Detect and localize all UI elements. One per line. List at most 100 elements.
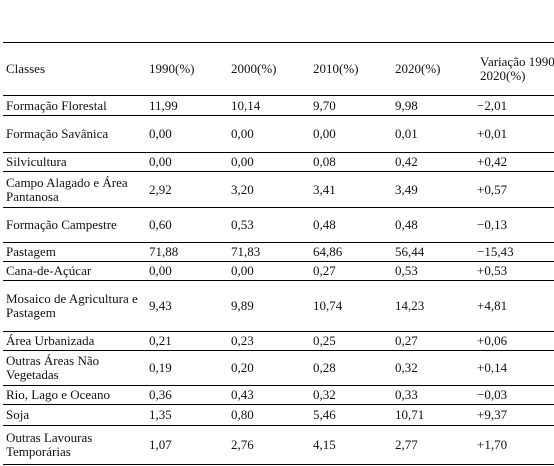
table-row: Mosaico de Agricultura e Pastagem 9,43 9,8… bbox=[3, 280, 554, 332]
cell: 9,89 bbox=[228, 280, 310, 332]
cell: 0,36 bbox=[146, 385, 228, 405]
row-label: Campo Alagado e Área Pantanosa bbox=[3, 171, 146, 208]
cell: 0,43 bbox=[228, 385, 310, 405]
cell: 0,21 bbox=[146, 331, 228, 351]
cell: 0,33 bbox=[392, 385, 474, 405]
row-label: Formação Campestre bbox=[3, 207, 146, 243]
cell: 11,99 bbox=[146, 95, 228, 116]
cell: 0,00 bbox=[228, 152, 310, 172]
cell: +0,06 bbox=[474, 331, 554, 351]
cell: 0,00 bbox=[146, 115, 228, 153]
table-row: Formação Savânica 0,00 0,00 0,00 0,01 +0,01 bbox=[3, 115, 554, 153]
cell: 10,74 bbox=[310, 280, 392, 332]
cell: 71,83 bbox=[228, 242, 310, 262]
cell: +0,57 bbox=[474, 171, 554, 208]
cell: 1,35 bbox=[146, 404, 228, 426]
cell: +1,70 bbox=[474, 425, 554, 465]
row-label: Mosaico de Agricultura e Pastagem bbox=[3, 280, 146, 332]
cell: +9,37 bbox=[474, 404, 554, 426]
table-row: Formação Campestre 0,60 0,53 0,48 0,48 −0,13 bbox=[3, 207, 554, 243]
cell: −0,13 bbox=[474, 207, 554, 243]
cell: 0,00 bbox=[228, 261, 310, 281]
cell: +0,01 bbox=[474, 115, 554, 153]
cell: 0,23 bbox=[228, 331, 310, 351]
table-row: Área Urbanizada 0,21 0,23 0,25 0,27 +0,06 bbox=[3, 331, 554, 351]
cell: 0,00 bbox=[146, 261, 228, 281]
row-label: Rio, Lago e Oceano bbox=[3, 385, 146, 405]
table-row: Outras Áreas Não Vegetadas 0,19 0,20 0,28 0,… bbox=[3, 350, 554, 386]
row-label: Classes bbox=[3, 42, 146, 96]
cell: 0,00 bbox=[310, 115, 392, 153]
cell: 0,08 bbox=[310, 152, 392, 172]
row-label: Soja bbox=[3, 404, 146, 426]
cell: 2,76 bbox=[228, 425, 310, 465]
cell: 0,28 bbox=[310, 350, 392, 386]
row-label: Silvicultura bbox=[3, 152, 146, 172]
table-row: Rio, Lago e Oceano 0,36 0,43 0,32 0,33 −0,03 bbox=[3, 385, 554, 405]
row-label: Formação Savânica bbox=[3, 115, 146, 153]
cell: −0,03 bbox=[474, 385, 554, 405]
cell: 0,27 bbox=[392, 331, 474, 351]
cell: 3,41 bbox=[310, 171, 392, 208]
cell: +0,42 bbox=[474, 152, 554, 172]
cell: 0,19 bbox=[146, 350, 228, 386]
cell: 2010(%) bbox=[310, 42, 392, 96]
cell: 2,92 bbox=[146, 171, 228, 208]
table-row: Pastagem 71,88 71,83 64,86 56,44 −15,43 bbox=[3, 242, 554, 262]
cell: 0,20 bbox=[228, 350, 310, 386]
cell: 0,48 bbox=[392, 207, 474, 243]
cell: 0,32 bbox=[392, 350, 474, 386]
cell: 0,00 bbox=[228, 115, 310, 153]
table-row: Cana-de-Açúcar 0,00 0,00 0,27 0,53 +0,53 bbox=[3, 261, 554, 281]
cell: 0,53 bbox=[392, 261, 474, 281]
cell: −15,43 bbox=[474, 242, 554, 262]
table-row: Formação Florestal 11,99 10,14 9,70 9,98 −2,0… bbox=[3, 95, 554, 116]
cell: 64,86 bbox=[310, 242, 392, 262]
cell: 56,44 bbox=[392, 242, 474, 262]
row-label: Cana-de-Açúcar bbox=[3, 261, 146, 281]
cell: 2000(%) bbox=[228, 42, 310, 96]
cell: 5,46 bbox=[310, 404, 392, 426]
cell: 0,42 bbox=[392, 152, 474, 172]
cell: 0,27 bbox=[310, 261, 392, 281]
cell: 0,32 bbox=[310, 385, 392, 405]
row-label: Outras Áreas Não Vegetadas bbox=[3, 350, 146, 386]
cell: 0,80 bbox=[228, 404, 310, 426]
cell: 1,07 bbox=[146, 425, 228, 465]
cell: 2020(%) bbox=[392, 42, 474, 96]
cell: 0,25 bbox=[310, 331, 392, 351]
cell: 0,01 bbox=[392, 115, 474, 153]
row-label: Área Urbanizada bbox=[3, 331, 146, 351]
table-row: Soja 1,35 0,80 5,46 10,71 +9,37 bbox=[3, 404, 554, 426]
cell: Variação 1990 – 2020(%) bbox=[474, 42, 554, 96]
table-row: Classes 1990(%) 2000(%) 2010(%) 2020(%) Varia… bbox=[3, 42, 554, 96]
cell: +0,14 bbox=[474, 350, 554, 386]
cell: +0,53 bbox=[474, 261, 554, 281]
cell: 2,77 bbox=[392, 425, 474, 465]
cell: 71,88 bbox=[146, 242, 228, 262]
row-label: Formação Florestal bbox=[3, 95, 146, 116]
table-row: Silvicultura 0,00 0,00 0,08 0,42 +0,42 bbox=[3, 152, 554, 172]
data-table: Classes 1990(%) 2000(%) 2010(%) 2020(%) Varia… bbox=[3, 42, 554, 465]
cell: 4,15 bbox=[310, 425, 392, 465]
cell: 0,60 bbox=[146, 207, 228, 243]
cell: 9,70 bbox=[310, 95, 392, 116]
cell: 1990(%) bbox=[146, 42, 228, 96]
row-label: Outras Lavouras Temporárias bbox=[3, 425, 146, 465]
cell: 0,53 bbox=[228, 207, 310, 243]
cell: 3,20 bbox=[228, 171, 310, 208]
table-row: Outras Lavouras Temporárias 1,07 2,76 4,15 2… bbox=[3, 425, 554, 465]
cell: −2,01 bbox=[474, 95, 554, 116]
cell: 0,48 bbox=[310, 207, 392, 243]
table-row: Campo Alagado e Área Pantanosa 2,92 3,20 3,… bbox=[3, 171, 554, 208]
cell: 3,49 bbox=[392, 171, 474, 208]
cell: 14,23 bbox=[392, 280, 474, 332]
row-label: Pastagem bbox=[3, 242, 146, 262]
cell: 0,00 bbox=[146, 152, 228, 172]
cell: 9,98 bbox=[392, 95, 474, 116]
cell: 10,71 bbox=[392, 404, 474, 426]
cell: 9,43 bbox=[146, 280, 228, 332]
cell: 10,14 bbox=[228, 95, 310, 116]
cell: +4,81 bbox=[474, 280, 554, 332]
